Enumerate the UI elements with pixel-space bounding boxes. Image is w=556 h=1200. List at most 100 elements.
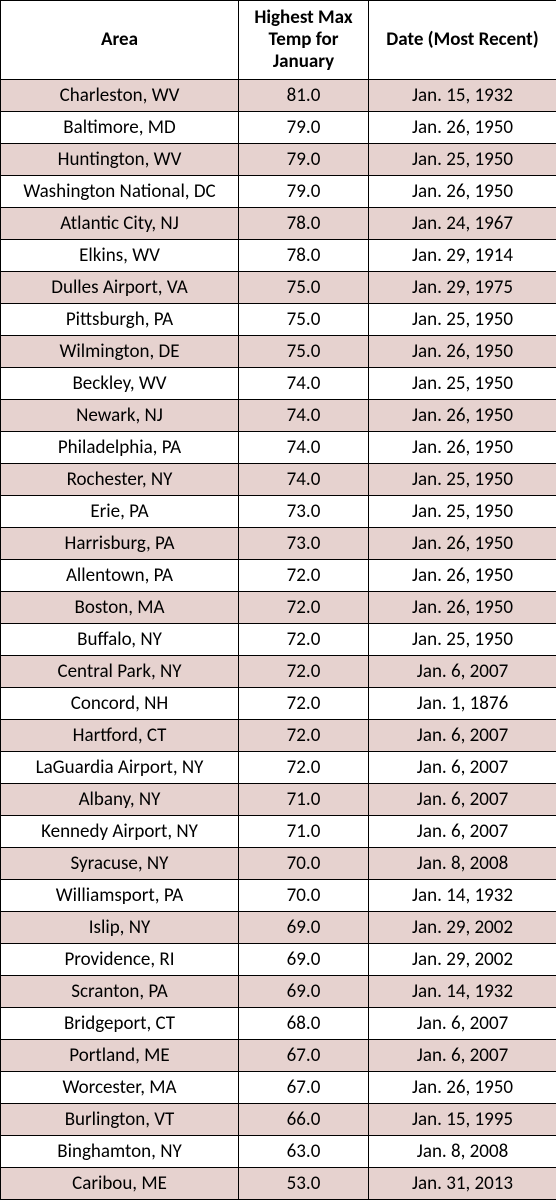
cell-area: Huntington, WV <box>1 143 239 175</box>
cell-temp: 78.0 <box>239 207 369 239</box>
cell-temp: 53.0 <box>239 1167 369 1199</box>
cell-area: Elkins, WV <box>1 239 239 271</box>
cell-area: Caribou, ME <box>1 1167 239 1199</box>
table-row: Newark, NJ74.0Jan. 26, 1950 <box>1 399 556 431</box>
cell-area: Philadelphia, PA <box>1 431 239 463</box>
cell-area: Erie, PA <box>1 495 239 527</box>
cell-date: Jan. 26, 1950 <box>369 399 556 431</box>
table-row: Dulles Airport, VA75.0Jan. 29, 1975 <box>1 271 556 303</box>
cell-date: Jan. 26, 1950 <box>369 1071 556 1103</box>
table-row: Wilmington, DE75.0Jan. 26, 1950 <box>1 335 556 367</box>
cell-temp: 74.0 <box>239 399 369 431</box>
cell-area: Atlantic City, NJ <box>1 207 239 239</box>
col-header-area: Area <box>1 1 239 80</box>
cell-area: Buffalo, NY <box>1 623 239 655</box>
cell-temp: 81.0 <box>239 79 369 111</box>
cell-temp: 66.0 <box>239 1103 369 1135</box>
cell-temp: 74.0 <box>239 367 369 399</box>
cell-temp: 69.0 <box>239 975 369 1007</box>
table-row: Hartford, CT72.0Jan. 6, 2007 <box>1 719 556 751</box>
table-row: Portland, ME67.0Jan. 6, 2007 <box>1 1039 556 1071</box>
table-row: Worcester, MA67.0Jan. 26, 1950 <box>1 1071 556 1103</box>
table-row: Albany, NY71.0Jan. 6, 2007 <box>1 783 556 815</box>
col-header-temp: Highest Max Temp for January <box>239 1 369 80</box>
table-row: Baltimore, MD79.0Jan. 26, 1950 <box>1 111 556 143</box>
cell-area: Binghamton, NY <box>1 1135 239 1167</box>
cell-area: Pittsburgh, PA <box>1 303 239 335</box>
cell-area: Boston, MA <box>1 591 239 623</box>
cell-temp: 74.0 <box>239 463 369 495</box>
cell-area: Beckley, WV <box>1 367 239 399</box>
cell-temp: 72.0 <box>239 751 369 783</box>
cell-date: Jan. 25, 1950 <box>369 143 556 175</box>
cell-date: Jan. 15, 1995 <box>369 1103 556 1135</box>
cell-date: Jan. 26, 1950 <box>369 431 556 463</box>
table-header: Area Highest Max Temp for January Date (… <box>1 1 556 80</box>
cell-area: Concord, NH <box>1 687 239 719</box>
cell-area: Kennedy Airport, NY <box>1 815 239 847</box>
cell-temp: 71.0 <box>239 783 369 815</box>
cell-temp: 79.0 <box>239 111 369 143</box>
cell-area: Hartford, CT <box>1 719 239 751</box>
cell-temp: 75.0 <box>239 335 369 367</box>
cell-area: Dulles Airport, VA <box>1 271 239 303</box>
table-row: Washington National, DC79.0Jan. 26, 1950 <box>1 175 556 207</box>
cell-date: Jan. 25, 1950 <box>369 463 556 495</box>
cell-area: Burlington, VT <box>1 1103 239 1135</box>
cell-temp: 63.0 <box>239 1135 369 1167</box>
table-row: Charleston, WV81.0Jan. 15, 1932 <box>1 79 556 111</box>
cell-temp: 71.0 <box>239 815 369 847</box>
cell-date: Jan. 1, 1876 <box>369 687 556 719</box>
cell-temp: 70.0 <box>239 879 369 911</box>
cell-date: Jan. 26, 1950 <box>369 335 556 367</box>
cell-temp: 72.0 <box>239 559 369 591</box>
table-row: Pittsburgh, PA75.0Jan. 25, 1950 <box>1 303 556 335</box>
cell-temp: 79.0 <box>239 143 369 175</box>
cell-temp: 72.0 <box>239 687 369 719</box>
cell-date: Jan. 6, 2007 <box>369 655 556 687</box>
table-row: Williamsport, PA70.0Jan. 14, 1932 <box>1 879 556 911</box>
cell-date: Jan. 6, 2007 <box>369 719 556 751</box>
cell-area: Newark, NJ <box>1 399 239 431</box>
cell-temp: 79.0 <box>239 175 369 207</box>
cell-date: Jan. 29, 1975 <box>369 271 556 303</box>
table-row: Islip, NY69.0Jan. 29, 2002 <box>1 911 556 943</box>
cell-date: Jan. 31, 2013 <box>369 1167 556 1199</box>
cell-area: Portland, ME <box>1 1039 239 1071</box>
cell-area: Providence, RI <box>1 943 239 975</box>
cell-area: LaGuardia Airport, NY <box>1 751 239 783</box>
cell-date: Jan. 26, 1950 <box>369 175 556 207</box>
table-row: Caribou, ME53.0Jan. 31, 2013 <box>1 1167 556 1199</box>
cell-area: Worcester, MA <box>1 1071 239 1103</box>
cell-area: Allentown, PA <box>1 559 239 591</box>
cell-area: Central Park, NY <box>1 655 239 687</box>
cell-area: Syracuse, NY <box>1 847 239 879</box>
cell-date: Jan. 6, 2007 <box>369 815 556 847</box>
cell-area: Charleston, WV <box>1 79 239 111</box>
table-row: Elkins, WV78.0Jan. 29, 1914 <box>1 239 556 271</box>
cell-date: Jan. 26, 1950 <box>369 559 556 591</box>
cell-date: Jan. 24, 1967 <box>369 207 556 239</box>
cell-area: Albany, NY <box>1 783 239 815</box>
cell-area: Wilmington, DE <box>1 335 239 367</box>
cell-date: Jan. 8, 2008 <box>369 847 556 879</box>
cell-date: Jan. 6, 2007 <box>369 783 556 815</box>
table-row: Buffalo, NY72.0Jan. 25, 1950 <box>1 623 556 655</box>
temperature-table: Area Highest Max Temp for January Date (… <box>0 0 556 1200</box>
cell-date: Jan. 6, 2007 <box>369 751 556 783</box>
table-row: Atlantic City, NJ78.0Jan. 24, 1967 <box>1 207 556 239</box>
cell-date: Jan. 25, 1950 <box>369 367 556 399</box>
table-row: Binghamton, NY63.0Jan. 8, 2008 <box>1 1135 556 1167</box>
table-row: Bridgeport, CT68.0Jan. 6, 2007 <box>1 1007 556 1039</box>
cell-temp: 73.0 <box>239 527 369 559</box>
table-row: Scranton, PA69.0Jan. 14, 1932 <box>1 975 556 1007</box>
cell-temp: 73.0 <box>239 495 369 527</box>
cell-date: Jan. 6, 2007 <box>369 1007 556 1039</box>
cell-temp: 69.0 <box>239 911 369 943</box>
cell-temp: 72.0 <box>239 655 369 687</box>
col-header-date: Date (Most Recent) <box>369 1 556 80</box>
cell-area: Williamsport, PA <box>1 879 239 911</box>
table-row: Concord, NH72.0Jan. 1, 1876 <box>1 687 556 719</box>
table-header-row: Area Highest Max Temp for January Date (… <box>1 1 556 80</box>
cell-area: Rochester, NY <box>1 463 239 495</box>
